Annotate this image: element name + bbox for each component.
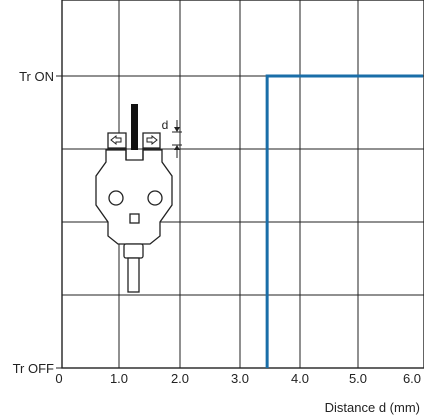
x-tick-label: 4.0: [291, 371, 309, 386]
series-line: [265, 74, 423, 368]
plot-frame: [61, 0, 424, 369]
left-tab-arrow-icon: [110, 134, 122, 146]
sensor-cable: [127, 257, 140, 293]
sensor-connector: [123, 243, 144, 259]
sensor-shutter: [131, 104, 138, 150]
grid: [56, 0, 424, 369]
x-tick-label: 0: [55, 371, 62, 386]
sensor-left-tab: [107, 132, 127, 149]
y-tick-label: Tr ON: [19, 69, 54, 84]
x-tick-label: 1.0: [110, 371, 128, 386]
x-axis-label: Distance d (mm): [325, 400, 420, 415]
x-tick-labels: 0 1.0 2.0 3.0 4.0 5.0 6.0: [55, 371, 421, 386]
sensor-body: [95, 149, 173, 245]
sensor-window: [129, 213, 140, 224]
right-tab-arrow-icon: [146, 134, 158, 146]
sensor-right-tab: [142, 132, 161, 149]
y-tick-label: Tr OFF: [13, 361, 54, 376]
dimension-label: d: [162, 118, 169, 132]
series-group: [265, 74, 423, 368]
mounting-hole-left: [108, 190, 124, 206]
y-tick-labels: Tr OFF Tr ON: [13, 69, 54, 376]
x-tick-label: 6.0: [403, 371, 421, 386]
x-tick-label: 3.0: [231, 371, 249, 386]
mounting-hole-right: [147, 190, 163, 206]
x-tick-label: 5.0: [349, 371, 367, 386]
x-tick-label: 2.0: [171, 371, 189, 386]
sensor-illustration: d: [95, 104, 182, 293]
